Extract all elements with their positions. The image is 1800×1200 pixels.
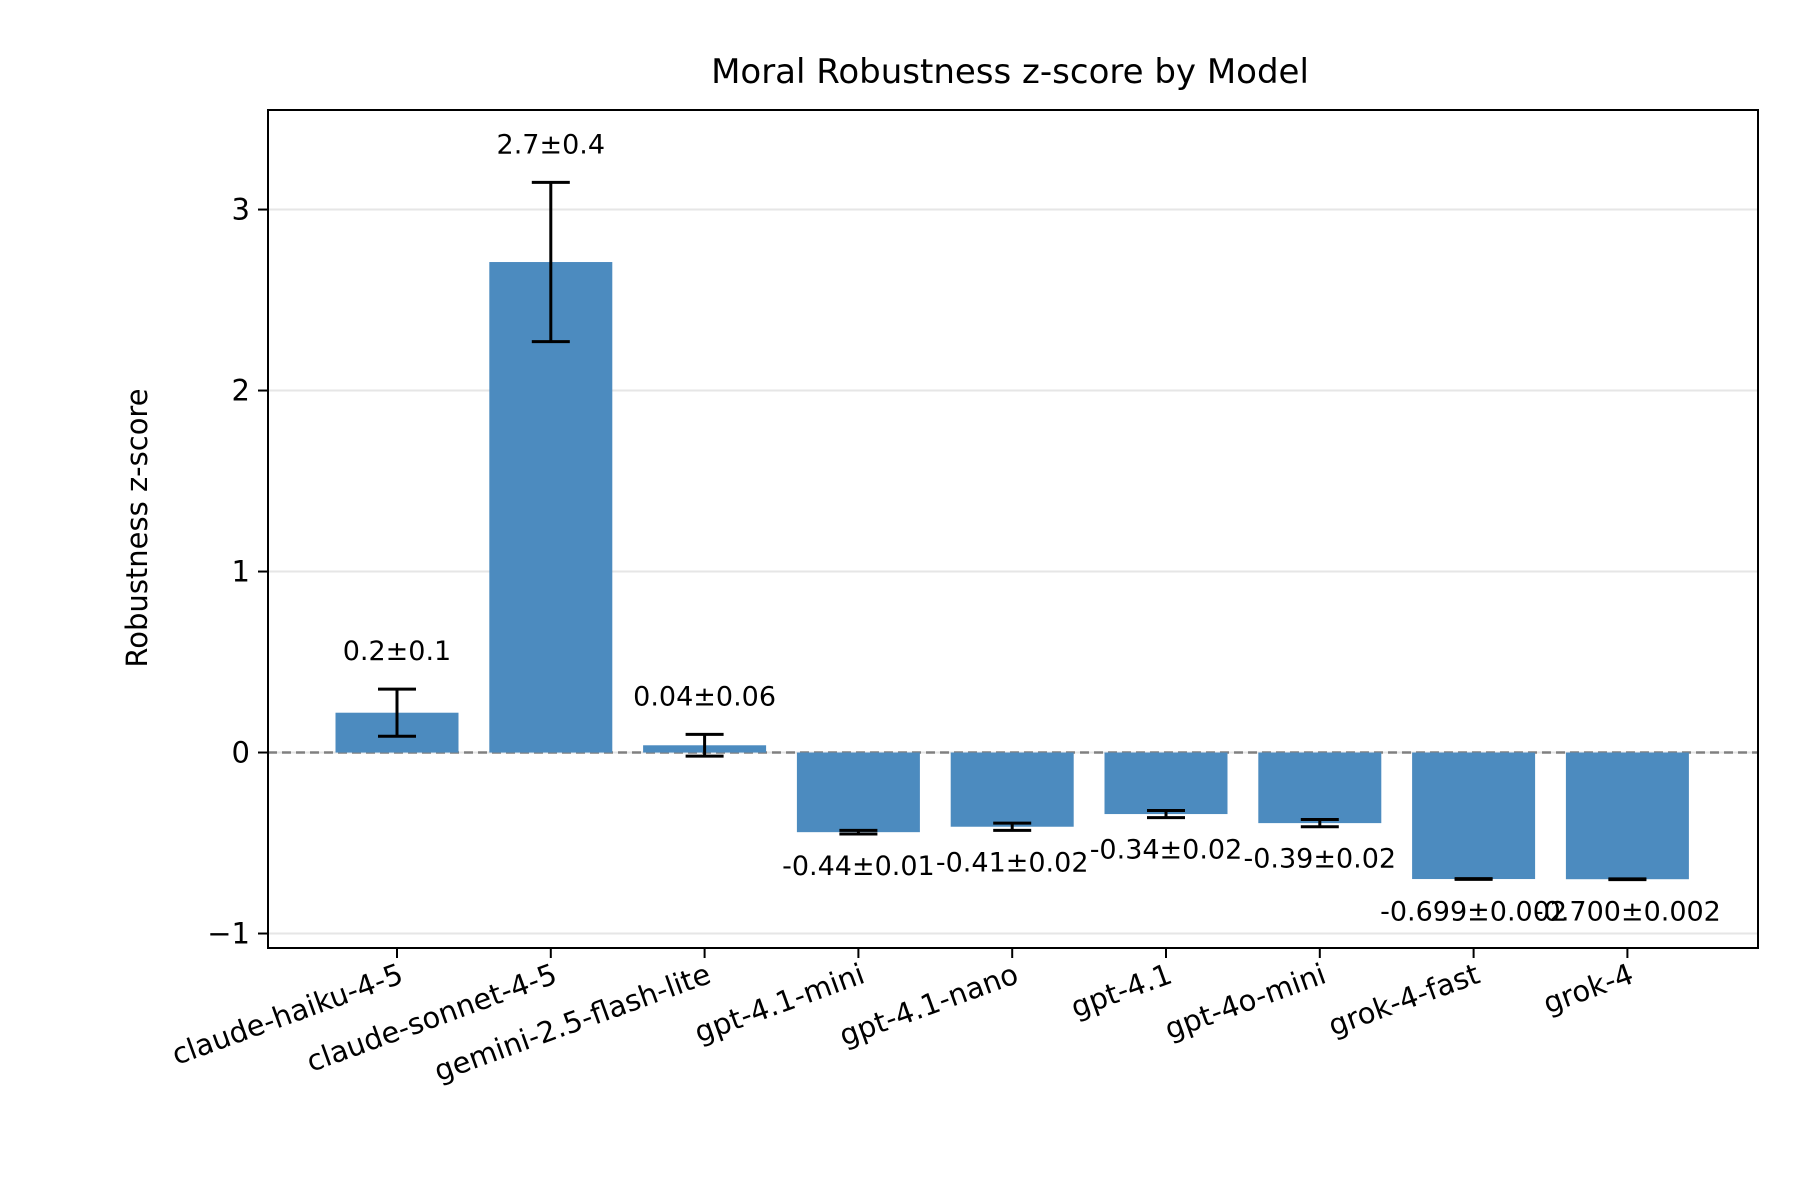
data-label-gemini-2.5-flash-lite: 0.04±0.06: [633, 681, 776, 712]
errorbar-claude-sonnet-4-5: [531, 180, 570, 344]
x-tick-label-gpt-4o-mini: gpt-4o-mini: [1160, 957, 1330, 1047]
errorbar-claude-haiku-4-5: [378, 687, 416, 738]
data-label-gpt-4.1-nano: -0.41±0.02: [936, 847, 1089, 878]
data-label-gpt-4.1: -0.34±0.02: [1090, 835, 1243, 866]
bar-gpt-4.1-nano: [950, 752, 1074, 827]
bar-gpt-4o-mini: [1258, 752, 1382, 824]
y-tick-label-1: 2: [232, 374, 250, 408]
data-labels: 0.2±0.1 2.7±0.4 0.04±0.06 -0.44±0.01 -0.41±0…: [343, 129, 1721, 927]
x-axis-ticks: claude-haiku-4-5claude-sonnet-4-5gemini-…: [167, 948, 1638, 1088]
bar-grok-4-fast: [1412, 752, 1536, 880]
data-label-claude-sonnet-4-5: 2.7±0.4: [497, 129, 606, 160]
y-tick-label-3: 0: [232, 736, 250, 770]
error-bars: [378, 180, 1647, 882]
x-tick-label-gemini-2.5-flash-lite: gemini-2.5-flash-lite: [430, 957, 715, 1089]
data-label-grok-4-fast: -0.699±0.002: [1380, 896, 1567, 927]
y-tick-label-0: 3: [232, 193, 250, 227]
chart-title: Moral Robustness z-score by Model: [711, 52, 1309, 92]
y-axis-label: Robustness z-score: [120, 388, 154, 667]
bars: [335, 262, 1689, 880]
errorbar-gpt-4.1-mini: [839, 828, 878, 836]
x-tick-label-grok-4-fast: grok-4-fast: [1324, 957, 1484, 1043]
errorbar-grok-4-fast: [1454, 877, 1493, 881]
errorbar-gpt-4.1: [1147, 808, 1185, 820]
bar-gpt-4.1: [1104, 752, 1228, 815]
errorbar-gemini-2.5-flash-lite: [685, 732, 724, 758]
errorbar-grok-4: [1608, 877, 1647, 882]
bar-claude-sonnet-4-5: [489, 262, 613, 753]
errorbar-gpt-4.1-nano: [993, 821, 1032, 832]
x-tick-label-grok-4: grok-4: [1539, 957, 1638, 1021]
y-tick-label-2: 1: [232, 555, 250, 589]
data-label-claude-haiku-4-5: 0.2±0.1: [343, 636, 452, 667]
errorbar-gpt-4o-mini: [1300, 817, 1339, 829]
data-label-grok-4: -0.700±0.002: [1534, 897, 1721, 928]
data-label-gpt-4.1-mini: -0.44±0.01: [782, 851, 935, 882]
bar-gpt-4.1-mini: [796, 752, 920, 833]
y-axis-ticks: 3 2 1 0 −1: [207, 193, 268, 951]
x-tick-label-gpt-4.1-nano: gpt-4.1-nano: [835, 957, 1023, 1053]
y-tick-label-4: −1: [207, 917, 250, 951]
bar-grok-4: [1565, 752, 1689, 880]
data-label-gpt-4o-mini: -0.39±0.02: [1243, 844, 1396, 875]
